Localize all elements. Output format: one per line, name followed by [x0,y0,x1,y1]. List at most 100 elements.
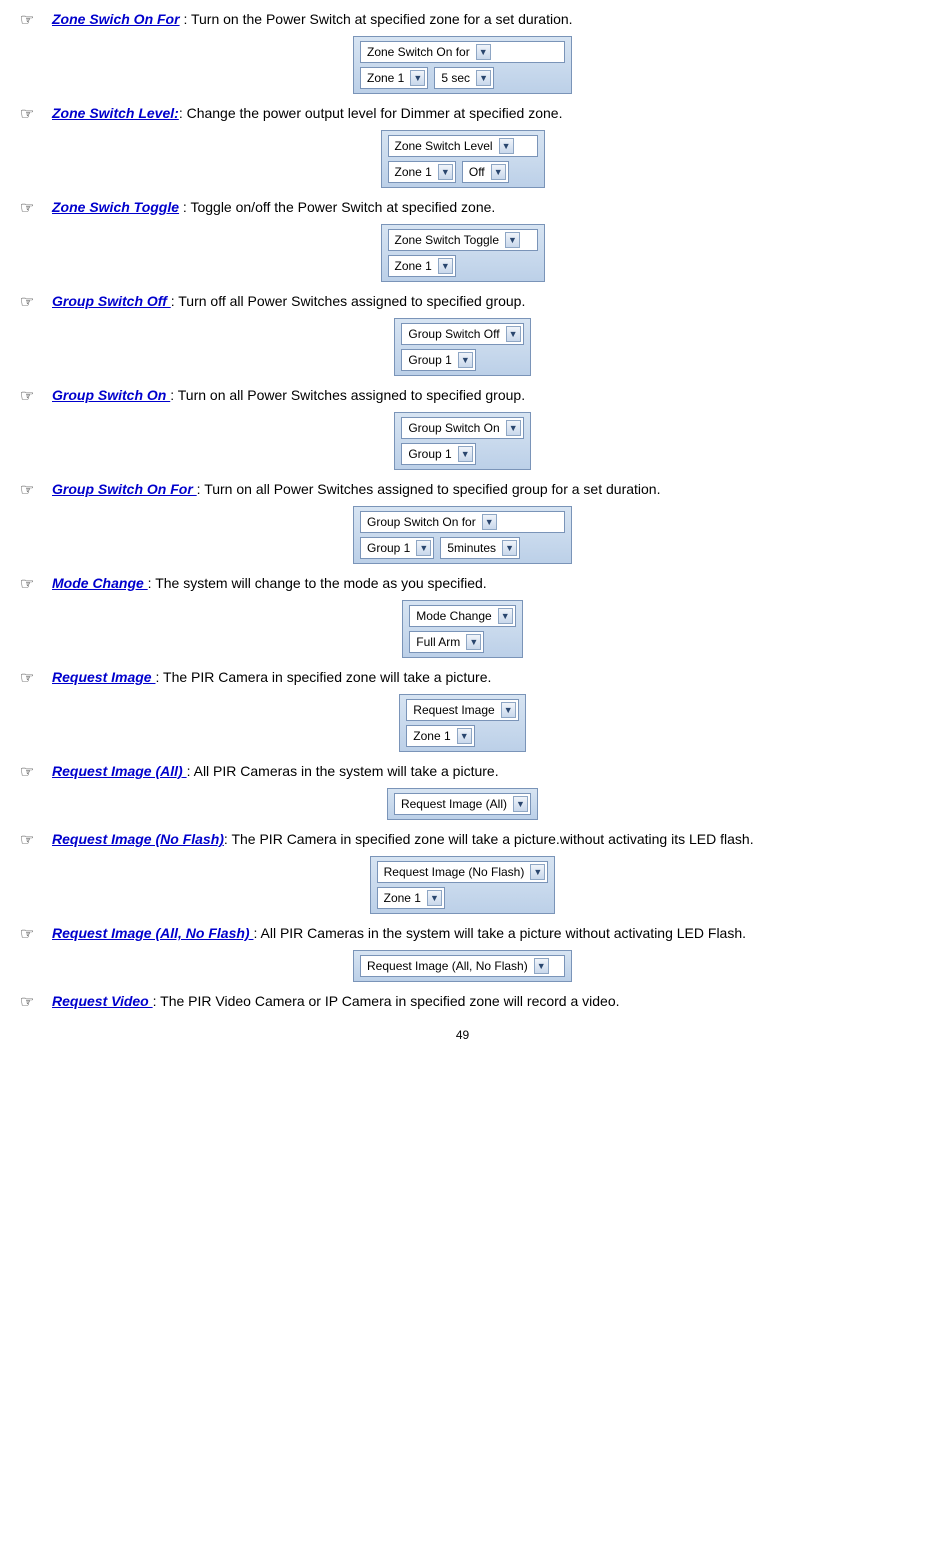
item-label-link[interactable]: Request Image [52,669,155,685]
widget-panel: Zone Switch On for▼ Zone 1▼ 5 sec ▼ [353,36,572,94]
dropdown-select[interactable]: Zone Switch Level▼ [388,135,538,157]
item-text-body: Group Switch On For : Turn on all Power … [52,480,905,499]
widget-panel: Zone Switch Level▼ Zone 1▼ Off ▼ [381,130,545,188]
dropdown-select[interactable]: Group 1▼ [401,349,475,371]
dropdown-select[interactable]: 5minutes▼ [440,537,520,559]
chevron-down-icon: ▼ [438,258,453,274]
dropdown-select[interactable]: Off ▼ [462,161,509,183]
pointer-icon: ☞ [20,574,38,594]
item-description: : The PIR Camera in specified zone will … [155,669,491,685]
item-description: : The PIR Video Camera or IP Camera in s… [153,993,620,1009]
dropdown-select[interactable]: Full Arm▼ [409,631,484,653]
dropdown-value: Zone 1 [367,71,404,85]
widget-panel: Request Image (All)▼ [387,788,538,820]
item-text-line: ☞Request Image : The PIR Camera in speci… [20,668,905,688]
chevron-down-icon: ▼ [491,164,506,180]
pointer-icon: ☞ [20,992,38,1012]
chevron-down-icon: ▼ [530,864,545,880]
chevron-down-icon: ▼ [458,446,473,462]
item-text-line: ☞Zone Switch Level:: Change the power ou… [20,104,905,124]
chevron-down-icon: ▼ [416,540,431,556]
dropdown-select[interactable]: Group 1▼ [401,443,475,465]
widget-wrap: Request Image (All, No Flash)▼ [20,950,905,982]
chevron-down-icon: ▼ [476,70,491,86]
dropdown-select[interactable]: Zone 1▼ [377,887,445,909]
chevron-down-icon: ▼ [457,728,472,744]
item-label-link[interactable]: Group Switch On For [52,481,197,497]
dropdown-value: Off [469,165,485,179]
widget-panel: Zone Switch Toggle▼ Zone 1▼ [381,224,545,282]
doc-item: ☞ Request Image (No Flash): The PIR Camer… [20,830,905,914]
item-text-body: Request Image (All) : All PIR Cameras in… [52,762,905,781]
item-label-link[interactable]: Request Video [52,993,153,1009]
chevron-down-icon: ▼ [427,890,442,906]
item-text-body: Mode Change : The system will change to … [52,574,905,593]
widget-row: Request Image (All)▼ [394,793,531,815]
item-text-body: Zone Switch Level:: Change the power out… [52,104,905,123]
dropdown-select[interactable]: Zone 1▼ [360,67,428,89]
item-label-link[interactable]: Mode Change [52,575,148,591]
dropdown-select[interactable]: Request Image (All, No Flash)▼ [360,955,565,977]
doc-item: ☞Group Switch On For : Turn on all Power… [20,480,905,564]
item-label-link[interactable]: Zone Switch Level: [52,105,179,121]
widget-wrap: Group Switch On▼ Group 1▼ [20,412,905,470]
dropdown-select[interactable]: Group 1 ▼ [360,537,434,559]
item-label-link[interactable]: Group Switch Off [52,293,171,309]
widget-row: Request Image (All, No Flash)▼ [360,955,565,977]
dropdown-select[interactable]: Group Switch Off▼ [401,323,523,345]
item-text-line: ☞Request Image (All) : All PIR Cameras i… [20,762,905,782]
dropdown-select[interactable]: Request Image (All)▼ [394,793,531,815]
dropdown-select[interactable]: Mode Change ▼ [409,605,515,627]
widget-wrap: Request Image (All)▼ [20,788,905,820]
item-label-link[interactable]: Request Image (All, No Flash) [52,925,253,941]
item-description: : Toggle on/off the Power Switch at spec… [179,199,495,215]
item-label-link[interactable]: Request Image (No Flash) [52,831,224,847]
item-text-body: Zone Swich On For : Turn on the Power Sw… [52,10,905,29]
chevron-down-icon: ▼ [466,634,481,650]
item-label-link[interactable]: Request Image (All) [52,763,187,779]
doc-item: ☞Group Switch Off : Turn off all Power S… [20,292,905,376]
doc-item: ☞ Mode Change : The system will change to… [20,574,905,658]
item-label-link[interactable]: Zone Swich On For [52,11,180,27]
widget-wrap: Mode Change▼Full Arm▼ [20,600,905,658]
dropdown-value: Group 1 [367,541,410,555]
item-text-line: ☞Request Image (All, No Flash) : All PIR… [20,924,905,944]
item-label-link[interactable]: Zone Swich Toggle [52,199,179,215]
widget-row: Group 1▼ [401,443,523,465]
chevron-down-icon: ▼ [501,702,516,718]
widget-row: Group 1▼5minutes▼ [360,537,565,559]
dropdown-select[interactable]: Request Image (No Flash)▼ [377,861,549,883]
dropdown-select[interactable]: 5 sec ▼ [434,67,494,89]
dropdown-select[interactable]: Zone Switch Toggle▼ [388,229,538,251]
widget-row: Request Image (No Flash)▼ [377,861,549,883]
pointer-icon: ☞ [20,830,38,850]
widget-panel: Group Switch Off▼ Group 1▼ [394,318,530,376]
item-description: : All PIR Cameras in the system will tak… [253,925,746,941]
chevron-down-icon: ▼ [513,796,528,812]
item-text-body: Group Switch On : Turn on all Power Swit… [52,386,905,405]
item-text-line: ☞ Group Switch On : Turn on all Power Swi… [20,386,905,406]
chevron-down-icon: ▼ [502,540,517,556]
item-description: : The PIR Camera in specified zone will … [224,831,754,847]
dropdown-value: 5 sec [441,71,470,85]
widget-wrap: Zone Switch Toggle▼ Zone 1▼ [20,224,905,282]
widget-row: Zone 1 ▼ [406,725,518,747]
dropdown-select[interactable]: Zone 1▼ [388,161,456,183]
chevron-down-icon: ▼ [498,608,513,624]
dropdown-value: Mode Change [416,609,491,623]
dropdown-select[interactable]: Request Image ▼ [406,699,518,721]
dropdown-value: Request Image [413,703,494,717]
widget-row: Zone 1▼ 5 sec ▼ [360,67,565,89]
dropdown-select[interactable]: Zone Switch On for▼ [360,41,565,63]
dropdown-select[interactable]: Group Switch On▼ [401,417,523,439]
widget-wrap: Request Image (No Flash)▼ Zone 1▼ [20,856,905,914]
item-label-link[interactable]: Group Switch On [52,387,170,403]
dropdown-select[interactable]: Zone 1▼ [388,255,456,277]
doc-item: ☞Zone Switch Level:: Change the power ou… [20,104,905,188]
dropdown-select[interactable]: Group Switch On for▼ [360,511,565,533]
dropdown-value: Zone Switch On for [367,45,470,59]
pointer-icon: ☞ [20,386,38,406]
dropdown-select[interactable]: Zone 1 ▼ [406,725,474,747]
dropdown-value: Zone 1 [413,729,450,743]
widget-row: Zone 1▼ Off ▼ [388,161,538,183]
